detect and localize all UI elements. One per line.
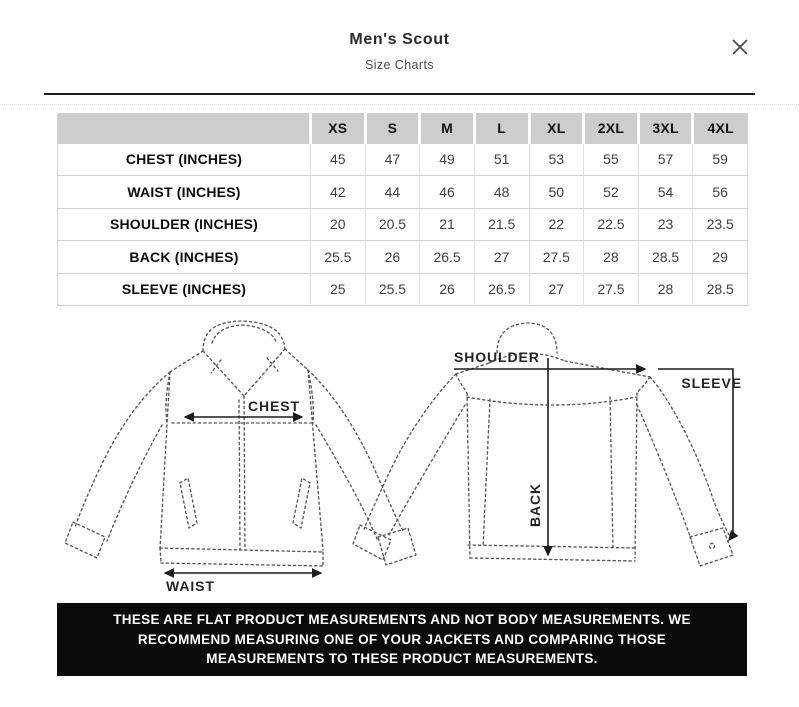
column-header-l: L bbox=[472, 113, 529, 143]
cell: 20.5 bbox=[364, 207, 420, 241]
close-icon bbox=[732, 39, 748, 55]
cell: 23.5 bbox=[692, 207, 748, 241]
column-header-4xl: 4XL bbox=[691, 113, 748, 143]
close-button[interactable] bbox=[727, 34, 753, 60]
cell: 22 bbox=[528, 207, 584, 241]
modal-subtitle: Size Charts bbox=[364, 58, 434, 72]
table-corner-cell bbox=[57, 113, 311, 143]
cell: 23 bbox=[637, 207, 693, 241]
table-row-shoulder: SHOULDER (INCHES) 20 20.5 21 21.5 22 22.… bbox=[57, 207, 748, 241]
cell: 27 bbox=[473, 240, 529, 273]
cell: 25.5 bbox=[364, 272, 420, 306]
sub-divider bbox=[0, 104, 799, 105]
cell: 28.5 bbox=[692, 272, 748, 306]
cell: 28 bbox=[583, 240, 639, 273]
row-label-waist: WAIST (INCHES) bbox=[57, 175, 311, 208]
cell: 25 bbox=[310, 272, 366, 306]
table-row-back: BACK (INCHES) 25.5 26 26.5 27 27.5 28 28… bbox=[57, 240, 748, 273]
cell: 46 bbox=[419, 175, 475, 208]
measurement-diagram: CHEST WAIST bbox=[64, 320, 742, 594]
cell: 57 bbox=[637, 142, 693, 176]
back-label: BACK bbox=[527, 483, 543, 527]
table-header-row: XS S M L XL 2XL 3XL 4XL bbox=[57, 113, 748, 143]
column-header-m: M bbox=[418, 113, 475, 143]
cell: 26.5 bbox=[419, 240, 475, 273]
back-jacket-drawing: SHOULDER BACK SLEEVE bbox=[352, 322, 742, 567]
cell: 47 bbox=[364, 142, 420, 176]
cell: 50 bbox=[528, 175, 584, 208]
chest-label: CHEST bbox=[248, 398, 300, 414]
column-header-xl: XL bbox=[527, 113, 584, 143]
cell: 29 bbox=[692, 240, 748, 273]
cell: 27 bbox=[528, 272, 584, 306]
sleeve-arrow bbox=[658, 368, 739, 542]
cell: 25.5 bbox=[310, 240, 366, 273]
cell: 51 bbox=[473, 142, 529, 176]
cell: 22.5 bbox=[583, 207, 639, 241]
cell: 20 bbox=[310, 207, 366, 241]
cell: 44 bbox=[364, 175, 420, 208]
cell: 54 bbox=[637, 175, 693, 208]
cell: 49 bbox=[419, 142, 475, 176]
row-label-back: BACK (INCHES) bbox=[57, 240, 311, 273]
table-row-waist: WAIST (INCHES) 42 44 46 48 50 52 54 56 bbox=[57, 175, 748, 208]
column-header-s: S bbox=[363, 113, 420, 143]
cell: 27.5 bbox=[528, 240, 584, 273]
cell: 26.5 bbox=[473, 272, 529, 306]
column-header-3xl: 3XL bbox=[636, 113, 693, 143]
column-header-2xl: 2XL bbox=[582, 113, 639, 143]
size-chart-table: XS S M L XL 2XL 3XL 4XL CHEST (INCHES) 4… bbox=[57, 113, 748, 306]
row-label-shoulder: SHOULDER (INCHES) bbox=[57, 207, 311, 241]
sleeve-label: SLEEVE bbox=[681, 375, 742, 391]
cell: 52 bbox=[583, 175, 639, 208]
cell: 21.5 bbox=[473, 207, 529, 241]
cell: 48 bbox=[473, 175, 529, 208]
row-label-chest: CHEST (INCHES) bbox=[57, 142, 311, 176]
row-label-sleeve: SLEEVE (INCHES) bbox=[57, 272, 311, 306]
cell: 26 bbox=[419, 272, 475, 306]
waist-label: WAIST bbox=[166, 578, 215, 594]
table-row-sleeve: SLEEVE (INCHES) 25 25.5 26 26.5 27 27.5 … bbox=[57, 272, 748, 306]
cell: 59 bbox=[692, 142, 748, 176]
cell: 21 bbox=[419, 207, 475, 241]
cell: 45 bbox=[310, 142, 366, 176]
cell: 26 bbox=[364, 240, 420, 273]
cell: 56 bbox=[692, 175, 748, 208]
column-header-xs: XS bbox=[309, 113, 366, 143]
modal-title: Men's Scout bbox=[349, 31, 450, 48]
cell: 27.5 bbox=[583, 272, 639, 306]
cell: 55 bbox=[583, 142, 639, 176]
header-divider bbox=[44, 93, 755, 95]
modal-header: Men's Scout Size Charts bbox=[0, 0, 799, 73]
shoulder-label: SHOULDER bbox=[454, 349, 540, 365]
front-jacket-drawing: CHEST WAIST bbox=[64, 320, 417, 594]
cell: 42 bbox=[310, 175, 366, 208]
cell: 28.5 bbox=[637, 240, 693, 273]
cell: 53 bbox=[528, 142, 584, 176]
cell: 28 bbox=[637, 272, 693, 306]
disclaimer-banner: THESE ARE FLAT PRODUCT MEASUREMENTS AND … bbox=[57, 603, 747, 676]
disclaimer-text: THESE ARE FLAT PRODUCT MEASUREMENTS AND … bbox=[113, 612, 691, 667]
table-row-chest: CHEST (INCHES) 45 47 49 51 53 55 57 59 bbox=[57, 142, 748, 176]
